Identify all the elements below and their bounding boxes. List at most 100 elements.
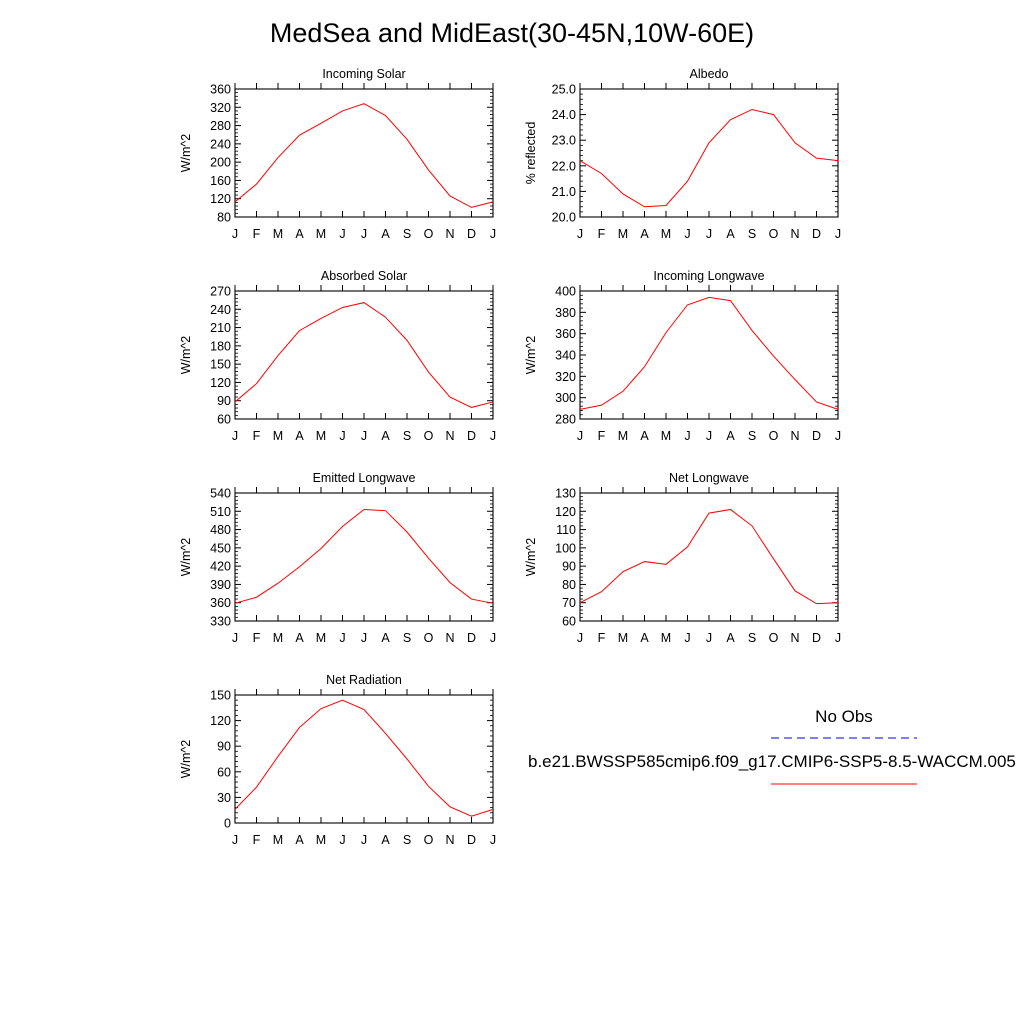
y-tick-label: 60 — [217, 765, 231, 779]
y-tick-label: 90 — [217, 394, 231, 408]
legend: No Obs b.e21.BWSSP585cmip6.f09_g17.CMIP6… — [528, 707, 1016, 785]
y-tick-label: 60 — [217, 413, 231, 427]
x-tick-label: S — [403, 631, 411, 645]
x-tick-label: J — [577, 227, 583, 241]
x-tick-label: J — [232, 631, 238, 645]
y-tick-label: 90 — [217, 740, 231, 754]
x-tick-label: M — [273, 631, 283, 645]
series-line-absorbed-solar — [234, 302, 494, 408]
y-tick-label: 330 — [210, 615, 231, 629]
y-tick-label: 450 — [210, 541, 231, 555]
x-tick-label: J — [706, 429, 712, 443]
x-tick-label: J — [684, 429, 690, 443]
x-tick-label: O — [769, 227, 779, 241]
plot-frame — [234, 290, 494, 420]
x-tick-label: F — [253, 833, 261, 847]
y-tick-label: 150 — [210, 358, 231, 372]
plot-frame — [579, 88, 839, 218]
y-tick-label: 20.0 — [552, 211, 576, 225]
y-tick-label: 420 — [210, 560, 231, 574]
series-line-net-longwave — [579, 508, 839, 605]
y-tick-label: 210 — [210, 321, 231, 335]
x-tick-label: O — [424, 631, 434, 645]
x-tick-label: J — [361, 833, 367, 847]
x-tick-label: J — [232, 429, 238, 443]
x-tick-label: D — [467, 227, 476, 241]
x-tick-label: N — [445, 833, 454, 847]
chart-title: Net Longwave — [669, 471, 749, 485]
y-tick-label: 150 — [210, 689, 231, 703]
x-tick-label: N — [790, 429, 799, 443]
y-tick-label: 320 — [210, 101, 231, 115]
chart-title: Emitted Longwave — [313, 471, 416, 485]
x-tick-label: M — [661, 227, 671, 241]
chart-albedo: Albedo % reflected 20.0 21.0 22.0 23.0 24.0 25.… — [524, 67, 841, 241]
y-tick-label: 300 — [555, 391, 576, 405]
x-tick-label: J — [232, 833, 238, 847]
x-tick-label: J — [232, 227, 238, 241]
y-tick-label: 400 — [555, 285, 576, 299]
x-tick-label: A — [726, 227, 735, 241]
chart-emitted-longwave: Emitted Longwave W/m^2 330 360 390 420 450 480 5… — [179, 471, 496, 645]
y-tick-label: 70 — [562, 596, 576, 610]
series-line-net-radiation — [234, 699, 494, 817]
chart-panels: Incoming Solar W/m^2 80 120 160 200 240 280 320 3… — [179, 67, 841, 847]
x-tick-label: F — [253, 631, 261, 645]
legend-label-model: b.e21.BWSSP585cmip6.f09_g17.CMIP6-SSP5-8… — [528, 752, 1016, 771]
y-tick-label: 120 — [210, 192, 231, 206]
chart-incoming-longwave: Incoming Longwave W/m^2 280 300 320 340 360 380… — [524, 269, 841, 443]
y-axis-label: % reflected — [524, 122, 538, 185]
y-tick-label: 340 — [555, 349, 576, 363]
y-tick-label: 360 — [210, 83, 231, 97]
x-tick-label: J — [684, 227, 690, 241]
y-tick-label: 540 — [210, 487, 231, 501]
series-line-albedo — [579, 108, 839, 208]
x-tick-label: A — [726, 631, 735, 645]
y-tick-label: 120 — [555, 505, 576, 519]
x-tick-label: M — [661, 429, 671, 443]
y-axis-label: W/m^2 — [524, 336, 538, 375]
x-tick-label: J — [835, 429, 841, 443]
x-tick-label: A — [295, 631, 304, 645]
chart-title: Incoming Solar — [322, 67, 405, 81]
x-tick-label: N — [790, 631, 799, 645]
x-tick-label: F — [253, 227, 261, 241]
x-tick-label: A — [381, 227, 390, 241]
y-tick-label: 510 — [210, 505, 231, 519]
x-tick-label: J — [706, 227, 712, 241]
y-tick-label: 380 — [555, 306, 576, 320]
x-tick-label: D — [812, 631, 821, 645]
y-tick-label: 360 — [555, 327, 576, 341]
y-tick-label: 320 — [555, 370, 576, 384]
y-tick-label: 80 — [562, 578, 576, 592]
y-axis-label: W/m^2 — [524, 538, 538, 577]
x-tick-label: J — [490, 833, 496, 847]
x-tick-label: N — [445, 227, 454, 241]
y-tick-label: 270 — [210, 285, 231, 299]
plot-frame — [234, 694, 494, 824]
y-tick-label: 22.0 — [552, 159, 576, 173]
x-tick-label: S — [403, 429, 411, 443]
x-tick-label: F — [598, 631, 606, 645]
y-tick-label: 390 — [210, 578, 231, 592]
x-tick-label: O — [424, 227, 434, 241]
y-tick-label: 200 — [210, 156, 231, 170]
x-tick-label: N — [445, 631, 454, 645]
x-tick-label: J — [835, 631, 841, 645]
chart-incoming-solar: Incoming Solar W/m^2 80 120 160 200 240 280 320 3… — [179, 67, 496, 241]
y-tick-label: 130 — [555, 487, 576, 501]
x-tick-label: D — [467, 429, 476, 443]
x-tick-label: J — [361, 227, 367, 241]
y-axis-label: W/m^2 — [179, 538, 193, 577]
x-tick-label: F — [598, 227, 606, 241]
plot-frame — [579, 290, 839, 420]
x-tick-label: S — [748, 429, 756, 443]
x-tick-label: A — [640, 227, 649, 241]
x-tick-label: M — [618, 227, 628, 241]
x-tick-label: J — [577, 429, 583, 443]
x-tick-label: D — [467, 631, 476, 645]
y-tick-label: 240 — [210, 137, 231, 151]
y-tick-label: 120 — [210, 714, 231, 728]
x-tick-label: A — [381, 429, 390, 443]
